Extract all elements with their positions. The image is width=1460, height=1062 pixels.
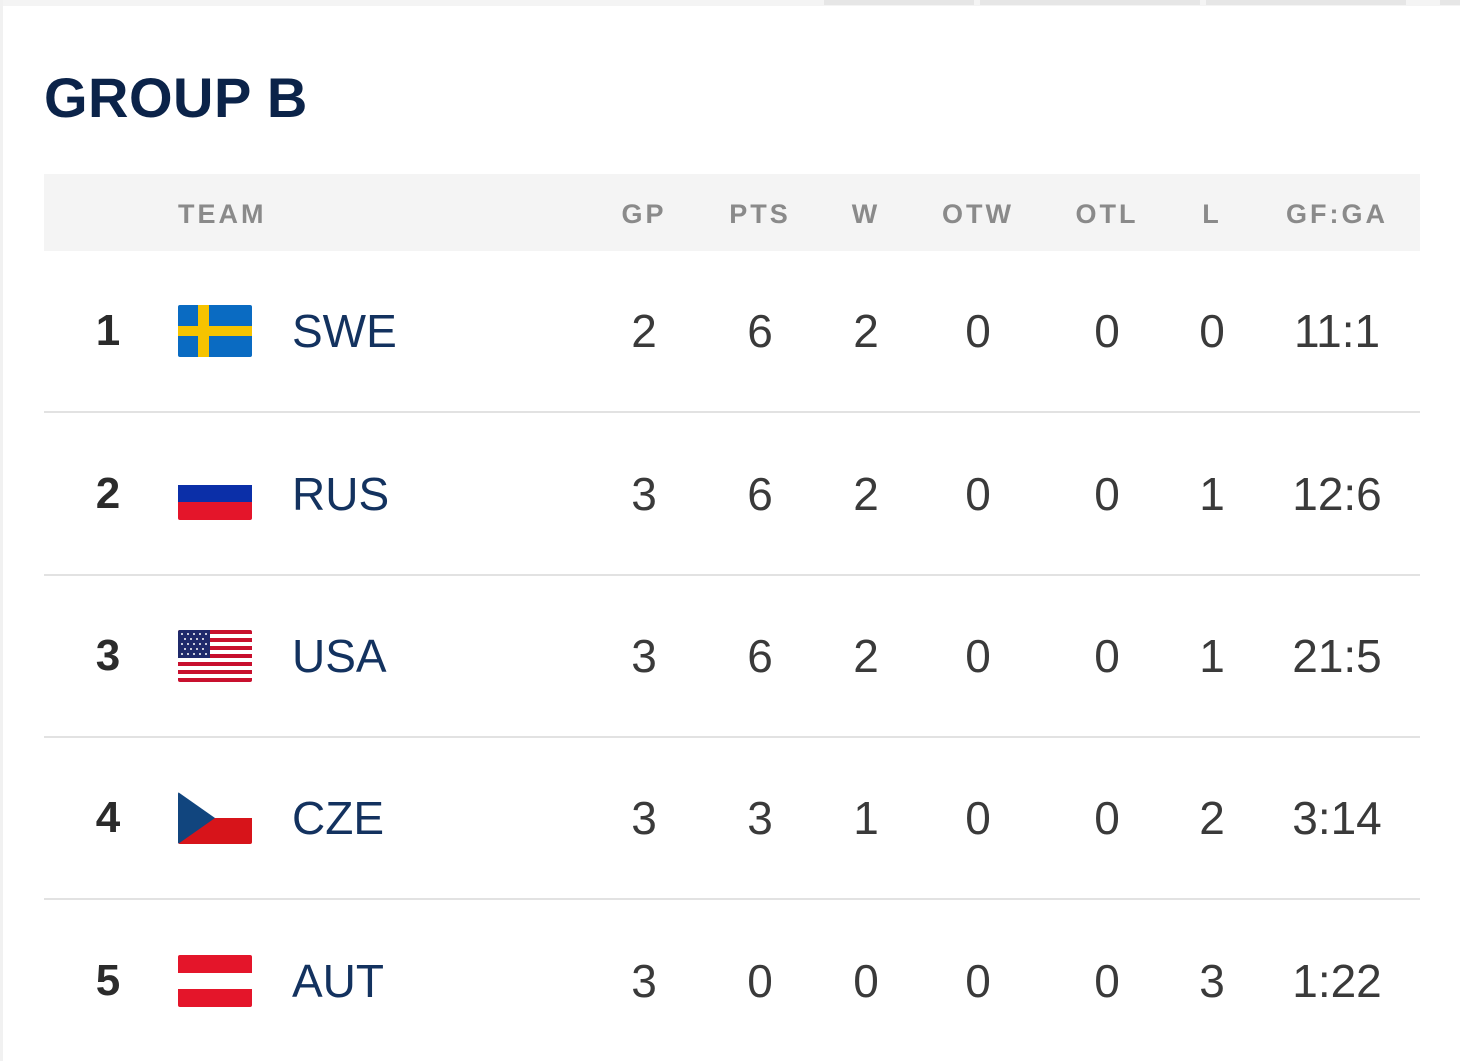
sweden-flag-icon (178, 305, 252, 357)
russia-flag-icon (178, 467, 252, 520)
team-name[interactable]: CZE (292, 792, 384, 844)
column-header-w[interactable]: W (851, 199, 881, 229)
team-name[interactable]: AUT (292, 955, 384, 1007)
pts-cell: 6 (747, 467, 773, 520)
column-header-gp[interactable]: GP (621, 199, 667, 229)
l-cell: 2 (1199, 792, 1225, 844)
otw-cell: 0 (965, 792, 991, 844)
otl-cell: 0 (1094, 467, 1120, 520)
table-row[interactable]: 3 (44, 576, 1420, 738)
w-cell: 2 (853, 467, 879, 520)
otw-cell: 0 (965, 467, 991, 520)
gp-cell: 3 (631, 792, 657, 844)
top-edge-segment (1440, 0, 1460, 5)
w-cell: 2 (853, 630, 879, 682)
otl-cell: 0 (1094, 792, 1120, 844)
gp-cell: 3 (631, 955, 657, 1007)
austria-flag-icon (178, 955, 252, 1007)
rank-cell: 5 (95, 956, 121, 1005)
table-header: TEAM GP PTS W OTW OTL L GF:GA (44, 174, 1420, 251)
l-cell: 1 (1199, 630, 1225, 682)
otw-cell: 0 (965, 630, 991, 682)
top-edge-segment (980, 0, 1200, 5)
gp-cell: 2 (631, 305, 657, 357)
pts-cell: 6 (747, 630, 773, 682)
top-edge-segment (1206, 0, 1406, 5)
pts-cell: 6 (747, 305, 773, 357)
gfga-cell: 11:1 (1293, 305, 1381, 357)
table-row[interactable]: 1 SWE 2 6 2 0 0 0 11:1 (44, 251, 1420, 413)
rank-cell: 2 (95, 468, 121, 518)
table-row[interactable]: 2 RUS 3 6 2 0 0 1 12:6 (44, 413, 1420, 576)
otw-cell: 0 (965, 305, 991, 357)
left-edge-strip (0, 0, 3, 1061)
rank-cell: 4 (95, 793, 121, 842)
gfga-cell: 3:14 (1292, 792, 1382, 844)
gp-cell: 3 (631, 630, 657, 682)
table-row[interactable]: 5 AUT 3 0 0 0 0 3 1:22 (44, 900, 1420, 1062)
gp-cell: 3 (631, 467, 657, 520)
rank-cell: 1 (95, 306, 121, 355)
column-header-otl[interactable]: OTL (1075, 199, 1139, 229)
pts-cell: 0 (747, 955, 773, 1007)
gfga-cell: 21:5 (1292, 630, 1382, 682)
table-row[interactable]: 4 CZE 3 3 1 0 0 2 3:14 (44, 738, 1420, 900)
standings-table: TEAM GP PTS W OTW OTL L GF:GA 1 SWE 2 6 … (44, 174, 1420, 1062)
otl-cell: 0 (1094, 305, 1120, 357)
column-header-pts[interactable]: PTS (729, 199, 791, 229)
otl-cell: 0 (1094, 630, 1120, 682)
otw-cell: 0 (965, 955, 991, 1007)
column-header-otw[interactable]: OTW (942, 199, 1014, 229)
w-cell: 0 (853, 955, 879, 1007)
team-name[interactable]: USA (292, 630, 387, 682)
top-edge-segment (824, 0, 974, 5)
rank-cell: 3 (95, 631, 121, 680)
gfga-cell: 1:22 (1292, 955, 1382, 1007)
w-cell: 1 (853, 792, 879, 844)
l-cell: 3 (1199, 955, 1225, 1007)
usa-flag-icon (178, 630, 252, 682)
column-header-l[interactable]: L (1202, 199, 1222, 229)
otl-cell: 0 (1094, 955, 1120, 1007)
column-header-gfga[interactable]: GF:GA (1286, 199, 1388, 229)
group-title: GROUP B (44, 66, 308, 129)
w-cell: 2 (853, 305, 879, 357)
gfga-cell: 12:6 (1292, 467, 1382, 520)
l-cell: 1 (1199, 467, 1225, 520)
top-edge-strip (0, 0, 1460, 6)
l-cell: 0 (1199, 305, 1225, 357)
column-header-team[interactable]: TEAM (178, 199, 267, 229)
team-name[interactable]: SWE (292, 305, 397, 357)
czech-republic-flag-icon (178, 792, 252, 844)
pts-cell: 3 (747, 792, 773, 844)
team-name[interactable]: RUS (292, 467, 390, 520)
